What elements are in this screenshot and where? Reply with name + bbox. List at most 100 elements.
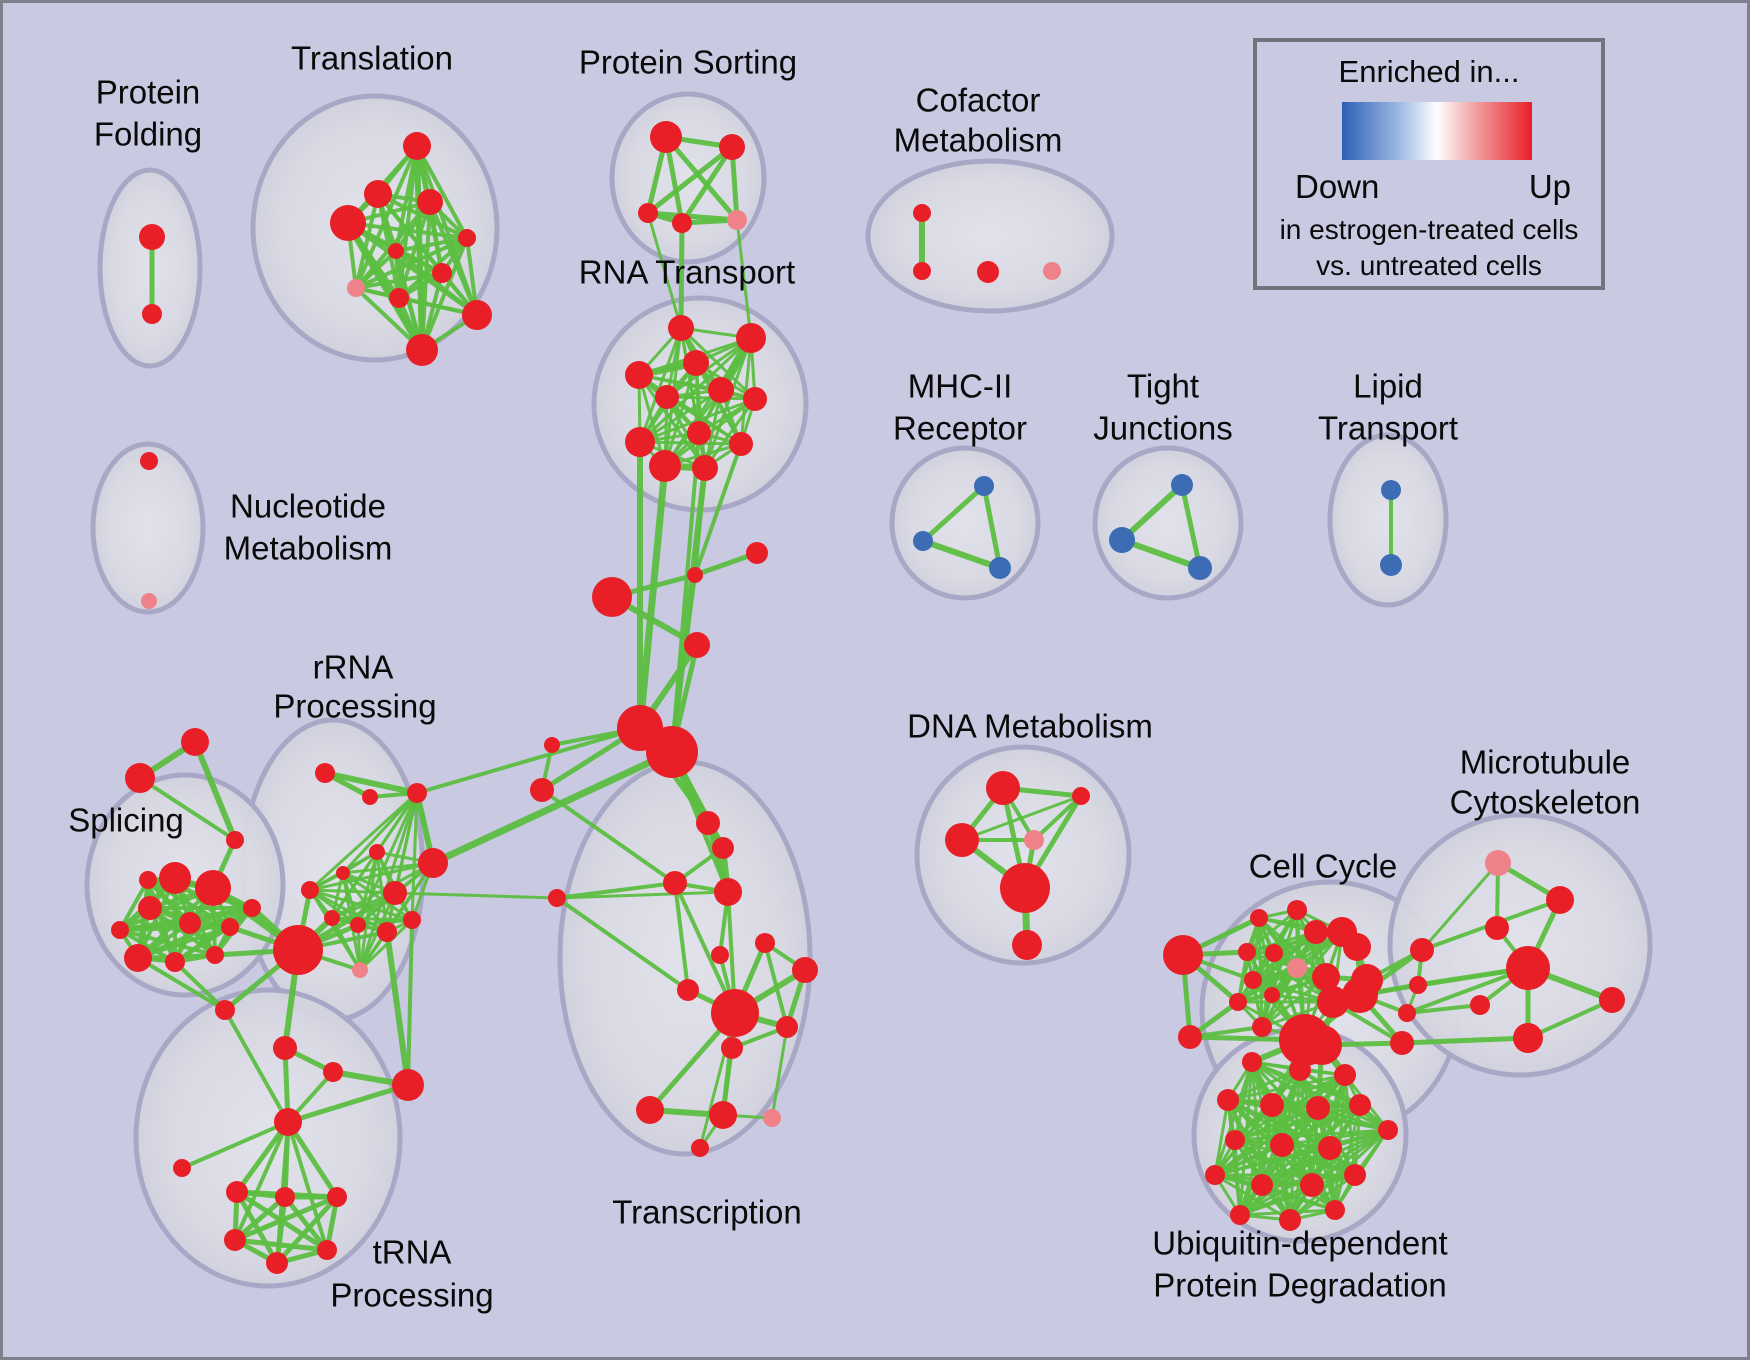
node-x11: [636, 1096, 664, 1124]
cluster-label-folding-1: Folding: [93, 115, 203, 153]
node-cc13: [1229, 993, 1247, 1011]
node-x0: [696, 811, 720, 835]
edge: [173, 960, 227, 1012]
edge: [118, 928, 177, 964]
edge: [735, 218, 753, 340]
node-n0: [140, 452, 158, 470]
edge: [1245, 908, 1299, 954]
edge: [308, 791, 419, 892]
cluster-label-cofactor-5: Cofactor: [915, 81, 1041, 119]
edge: [638, 397, 757, 444]
node-cc4: [1304, 920, 1328, 944]
edge: [146, 878, 177, 964]
cluster-label-trna-18: tRNA: [372, 1233, 452, 1271]
node-pf0: [139, 224, 165, 250]
edge: [234, 1189, 280, 1266]
legend-gradient-bar: [1342, 102, 1532, 160]
node-c1: [913, 262, 931, 280]
node-u0: [1242, 1052, 1262, 1072]
edge: [415, 144, 469, 240]
edge: [663, 134, 740, 223]
cluster-label-protein-degradation-26: Protein Degradation: [1153, 1266, 1447, 1304]
node-t10: [406, 334, 438, 366]
edge: [555, 896, 690, 992]
node-r5: [708, 377, 734, 403]
edge: [308, 888, 414, 922]
node-s6: [165, 952, 185, 972]
edge: [1399, 1035, 1531, 1046]
edge: [1343, 1073, 1357, 1177]
legend-down-label: Down: [1295, 168, 1380, 205]
edge: [146, 878, 232, 929]
node-r7: [687, 421, 711, 445]
edge: [1270, 1103, 1390, 1132]
edge: [1251, 930, 1344, 982]
cluster-ellipse-lipid-transport: [1327, 432, 1449, 608]
node-ps1: [719, 134, 745, 160]
node-d5: [1012, 930, 1042, 960]
node-b3: [224, 1229, 246, 1251]
node-cc19: [1302, 1025, 1342, 1065]
edge: [960, 794, 1083, 842]
node-x1: [712, 837, 734, 859]
edge: [638, 440, 743, 446]
node-rr9: [377, 922, 397, 942]
edge: [1238, 1103, 1274, 1217]
node-ps4: [727, 210, 747, 230]
node-tj0: [1171, 474, 1193, 496]
node-s3: [179, 912, 201, 934]
node-cc3: [1287, 900, 1307, 920]
node-x4: [755, 933, 775, 953]
cluster-label-protein-sorting-3: Protein Sorting: [578, 43, 798, 81]
node-sm2: [530, 778, 554, 802]
edge: [665, 336, 753, 399]
edge: [341, 861, 435, 875]
node-cn0: [687, 567, 703, 583]
node-mcp: [1485, 850, 1511, 876]
node-r11: [692, 455, 718, 481]
node-rr10: [403, 911, 421, 929]
node-u4: [1260, 1093, 1284, 1117]
node-mcd: [1599, 987, 1625, 1013]
edge: [770, 1025, 789, 1120]
node-s4: [221, 918, 239, 936]
node-x2: [663, 871, 687, 895]
edge: [1238, 1128, 1390, 1217]
cluster-label-ubiquitin-dependent-25: Ubiquitin-dependent: [1152, 1224, 1448, 1262]
node-x12: [709, 1101, 737, 1129]
edge: [420, 236, 469, 352]
node-t5: [388, 243, 404, 259]
node-d4: [1000, 863, 1050, 913]
node-tn3: [392, 1069, 424, 1101]
node-cc6: [1343, 933, 1371, 961]
node-u13: [1300, 1173, 1324, 1197]
node-rr1: [362, 789, 378, 805]
edge: [118, 878, 150, 932]
node-ps3: [672, 213, 692, 233]
edge: [1032, 794, 1083, 842]
edge: [739, 336, 753, 446]
node-cc14: [1264, 987, 1280, 1003]
node-hub2: [646, 726, 698, 778]
node-b1: [275, 1187, 295, 1207]
edge: [679, 144, 735, 226]
node-mce: [1513, 1023, 1543, 1053]
legend-up-label: Up: [1528, 168, 1571, 205]
node-s7: [206, 946, 224, 964]
edge: [354, 271, 444, 290]
edge: [673, 881, 690, 992]
node-m0: [974, 476, 994, 496]
edge: [414, 143, 425, 353]
node-rr12: [301, 881, 319, 899]
edge: [138, 776, 237, 842]
cluster-label-transcription-20: Transcription: [612, 1193, 802, 1231]
node-c0: [913, 204, 931, 222]
node-d3: [1024, 830, 1044, 850]
node-d0: [986, 771, 1020, 805]
node-rr2: [407, 783, 427, 803]
node-r9: [729, 432, 753, 456]
node-th: [274, 1108, 302, 1136]
node-t2: [330, 205, 366, 241]
edge: [678, 220, 685, 331]
legend-caption-line1: in estrogen-treated cells: [1279, 214, 1579, 245]
